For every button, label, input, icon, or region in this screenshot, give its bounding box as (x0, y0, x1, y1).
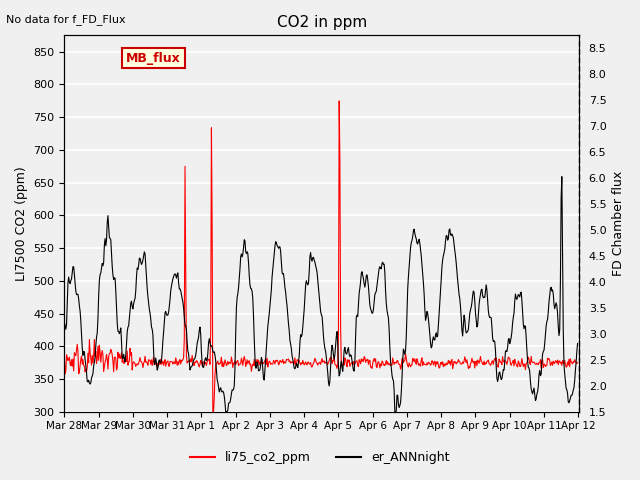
Y-axis label: LI7500 CO2 (ppm): LI7500 CO2 (ppm) (15, 166, 28, 281)
Y-axis label: FD Chamber flux: FD Chamber flux (612, 171, 625, 276)
Legend: li75_co2_ppm, er_ANNnight: li75_co2_ppm, er_ANNnight (186, 446, 454, 469)
Title: CO2 in ppm: CO2 in ppm (276, 15, 367, 30)
Text: MB_flux: MB_flux (126, 52, 181, 65)
Text: No data for f_FD_Flux: No data for f_FD_Flux (6, 14, 126, 25)
